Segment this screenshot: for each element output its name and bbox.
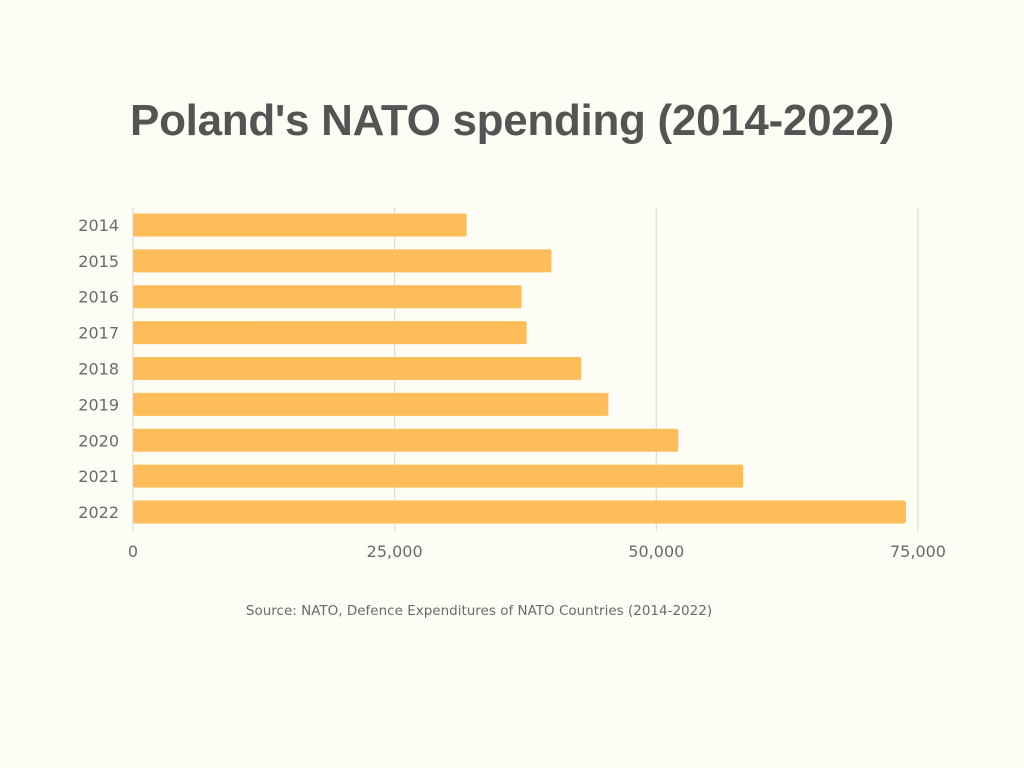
y-tick-label: 2016 bbox=[78, 288, 119, 307]
bars bbox=[133, 213, 906, 524]
bar-2018 bbox=[133, 357, 582, 380]
y-tick-label: 2022 bbox=[78, 503, 119, 522]
y-tick-label: 2014 bbox=[78, 216, 119, 235]
bar-2020 bbox=[133, 428, 679, 452]
bar-2014 bbox=[133, 213, 467, 237]
x-tick-label: 25,000 bbox=[367, 542, 423, 561]
y-tick-label: 2020 bbox=[78, 431, 119, 450]
y-tick-label: 2015 bbox=[78, 252, 119, 271]
x-tick-label: 75,000 bbox=[890, 542, 946, 561]
bar-2017 bbox=[133, 321, 527, 345]
x-tick-label: 50,000 bbox=[628, 542, 684, 561]
y-tick-label: 2019 bbox=[78, 395, 119, 414]
bar-2015 bbox=[133, 249, 552, 273]
y-tick-label: 2017 bbox=[78, 324, 119, 343]
x-tick-label: 0 bbox=[128, 542, 138, 561]
y-tick-label: 2018 bbox=[78, 360, 119, 379]
y-axis-labels: 2014 2015 2016 2017 2018 2019 2020 2021 2022 bbox=[78, 216, 119, 522]
source-note: Source: NATO, Defence Expenditures of NA… bbox=[245, 603, 713, 619]
y-tick-label: 2021 bbox=[78, 467, 119, 486]
bar-2022 bbox=[133, 500, 906, 524]
bar-2019 bbox=[133, 392, 609, 416]
bar-2021 bbox=[133, 464, 744, 488]
chart-title: Poland's NATO spending (2014-2022) bbox=[130, 96, 894, 145]
bar-2016 bbox=[133, 285, 522, 309]
x-axis-labels: 0 25,000 50,000 75,000 bbox=[128, 542, 946, 561]
